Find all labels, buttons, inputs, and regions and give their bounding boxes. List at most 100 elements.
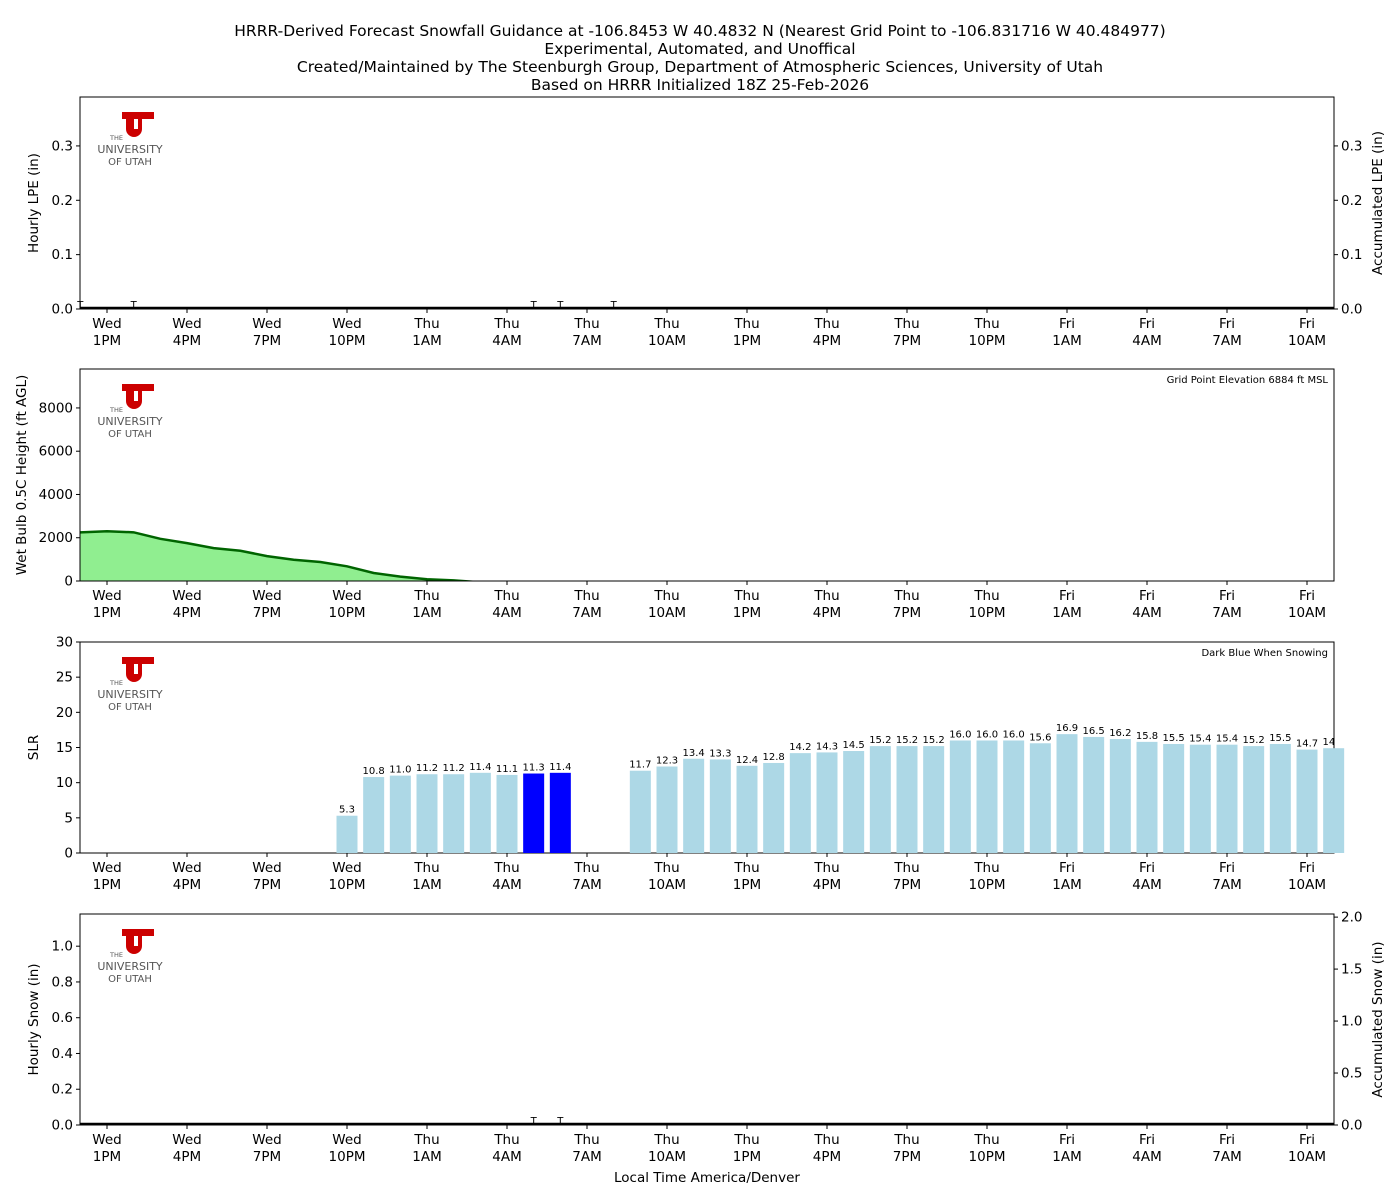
slr-bar xyxy=(443,774,465,853)
x-tick-day: Wed xyxy=(92,860,121,876)
slr-bar xyxy=(736,765,758,853)
slr-bar-label: 15.2 xyxy=(869,735,891,746)
logo-text-university: UNIVERSITY xyxy=(97,960,163,973)
x-tick-day: Thu xyxy=(573,588,599,604)
x-tick-time: 1PM xyxy=(93,605,121,621)
x-tick-day: Thu xyxy=(413,1132,439,1148)
x-tick-time: 4PM xyxy=(173,333,201,349)
axes-frame xyxy=(79,368,1335,582)
x-tick-day: Wed xyxy=(332,1132,361,1148)
x-tick-day: Wed xyxy=(172,860,201,876)
y-tick-label: 0.8 xyxy=(52,974,73,990)
x-tick-day: Fri xyxy=(1299,588,1315,604)
x-tick-day: Fri xyxy=(1059,316,1075,332)
x-tick-day: Thu xyxy=(733,1132,759,1148)
y-tick-label: 0.3 xyxy=(52,138,73,154)
x-tick-time: 1AM xyxy=(1052,877,1081,893)
title-line-3: Created/Maintained by The Steenburgh Gro… xyxy=(296,58,1104,76)
x-tick-time: 4AM xyxy=(1132,1149,1161,1165)
x-tick-time: 4AM xyxy=(1132,333,1161,349)
y-tick-label: 2000 xyxy=(39,530,73,546)
x-tick-day: Wed xyxy=(172,588,201,604)
slr-bar xyxy=(416,774,438,853)
x-tick-time: 7AM xyxy=(1212,877,1241,893)
y-axis-label: SLR xyxy=(26,735,42,760)
trace-marker: T xyxy=(556,300,564,311)
logo-text-university: UNIVERSITY xyxy=(97,415,163,428)
y-tick-label: 20 xyxy=(56,705,73,721)
x-tick-time: 1AM xyxy=(412,605,441,621)
logo-serif-right xyxy=(146,657,154,664)
x-tick-time: 7PM xyxy=(253,605,281,621)
x-tick-time: 4AM xyxy=(1132,877,1161,893)
y-tick-label: 4000 xyxy=(39,487,73,503)
x-tick-day: Thu xyxy=(653,316,679,332)
x-tick-day: Thu xyxy=(893,588,919,604)
x-tick-day: Fri xyxy=(1219,1132,1235,1148)
logo-text-of-utah: OF UTAH xyxy=(108,702,152,713)
slr-bar xyxy=(923,746,945,853)
x-tick-time: 7PM xyxy=(893,877,921,893)
slr-bar xyxy=(1029,743,1051,853)
x-tick-day: Thu xyxy=(653,1132,679,1148)
x-tick-day: Thu xyxy=(973,1132,999,1148)
trace-marker: T xyxy=(130,300,138,311)
x-tick-day: Wed xyxy=(252,1132,281,1148)
x-tick-day: Thu xyxy=(893,860,919,876)
y-axis-label: Hourly LPE (in) xyxy=(26,153,42,253)
slr-bar-label: 14.2 xyxy=(789,742,811,753)
y-axis-label-right: Accumulated LPE (in) xyxy=(1370,131,1386,275)
slr-bar-label: 14.3 xyxy=(816,741,838,752)
x-tick-day: Thu xyxy=(573,1132,599,1148)
slr-bar-label: 15.2 xyxy=(923,735,945,746)
x-tick-day: Thu xyxy=(973,316,999,332)
x-tick-day: Thu xyxy=(733,860,759,876)
panel-3: 5.3 10.8 11.0 11.2 11.2 11.4 11.1 11.3 11.4 11.7 1… xyxy=(26,635,1335,893)
x-tick-time: 10AM xyxy=(648,877,686,893)
slr-bar-label: 5.3 xyxy=(339,805,355,816)
x-tick-time: 1PM xyxy=(93,877,121,893)
x-tick-time: 7PM xyxy=(253,333,281,349)
logo-text-the: THE xyxy=(109,679,123,687)
x-tick-day: Wed xyxy=(172,316,201,332)
slr-bar xyxy=(336,815,358,853)
y-tick-label-right: 2.0 xyxy=(1341,910,1362,926)
slr-bar-label: 11.4 xyxy=(469,762,491,773)
x-tick-day: Thu xyxy=(493,588,519,604)
x-tick-time: 4PM xyxy=(173,1149,201,1165)
y-tick-label-right: 0.3 xyxy=(1341,138,1362,154)
x-tick-time: 10PM xyxy=(329,333,366,349)
y-tick-label: 0.0 xyxy=(52,1118,73,1134)
slr-bar-label: 15.4 xyxy=(1216,734,1238,745)
slr-bar-label: 11.4 xyxy=(549,762,571,773)
slr-bar-label: 11.2 xyxy=(416,763,438,774)
x-tick-time: 1AM xyxy=(412,1149,441,1165)
plot-area: 5.3 10.8 11.0 11.2 11.2 11.4 11.1 11.3 11.4 11.7 1… xyxy=(339,723,1334,816)
x-tick-day: Fri xyxy=(1299,316,1315,332)
x-tick-time: 10AM xyxy=(1288,605,1326,621)
logo-serif-right xyxy=(146,112,154,119)
title-line-1: HRRR-Derived Forecast Snowfall Guidance … xyxy=(234,22,1166,40)
slr-bar xyxy=(949,740,971,853)
x-tick-time: 1PM xyxy=(733,333,761,349)
slr-bar xyxy=(629,770,651,853)
y-tick-label: 10 xyxy=(56,775,73,791)
y-tick-label: 0.0 xyxy=(52,302,73,318)
slr-bar xyxy=(1056,734,1078,853)
x-tick-time: 4PM xyxy=(813,1149,841,1165)
y-tick-label: 0.4 xyxy=(52,1046,73,1062)
logo-u-gap xyxy=(134,664,138,674)
x-tick-time: 7PM xyxy=(253,1149,281,1165)
x-tick-time: 7AM xyxy=(1212,333,1241,349)
y-tick-label-right: 0.0 xyxy=(1341,1118,1362,1134)
slr-bar xyxy=(1269,743,1291,853)
slr-bar-label: 11.3 xyxy=(523,763,545,774)
slr-bar-label: 15.2 xyxy=(896,735,918,746)
slr-bar-label: 12.3 xyxy=(656,755,678,766)
y-tick-label: 0 xyxy=(64,574,73,590)
x-tick-time: 10PM xyxy=(969,605,1006,621)
logo-serif-right xyxy=(146,929,154,936)
x-tick-time: 10AM xyxy=(648,605,686,621)
